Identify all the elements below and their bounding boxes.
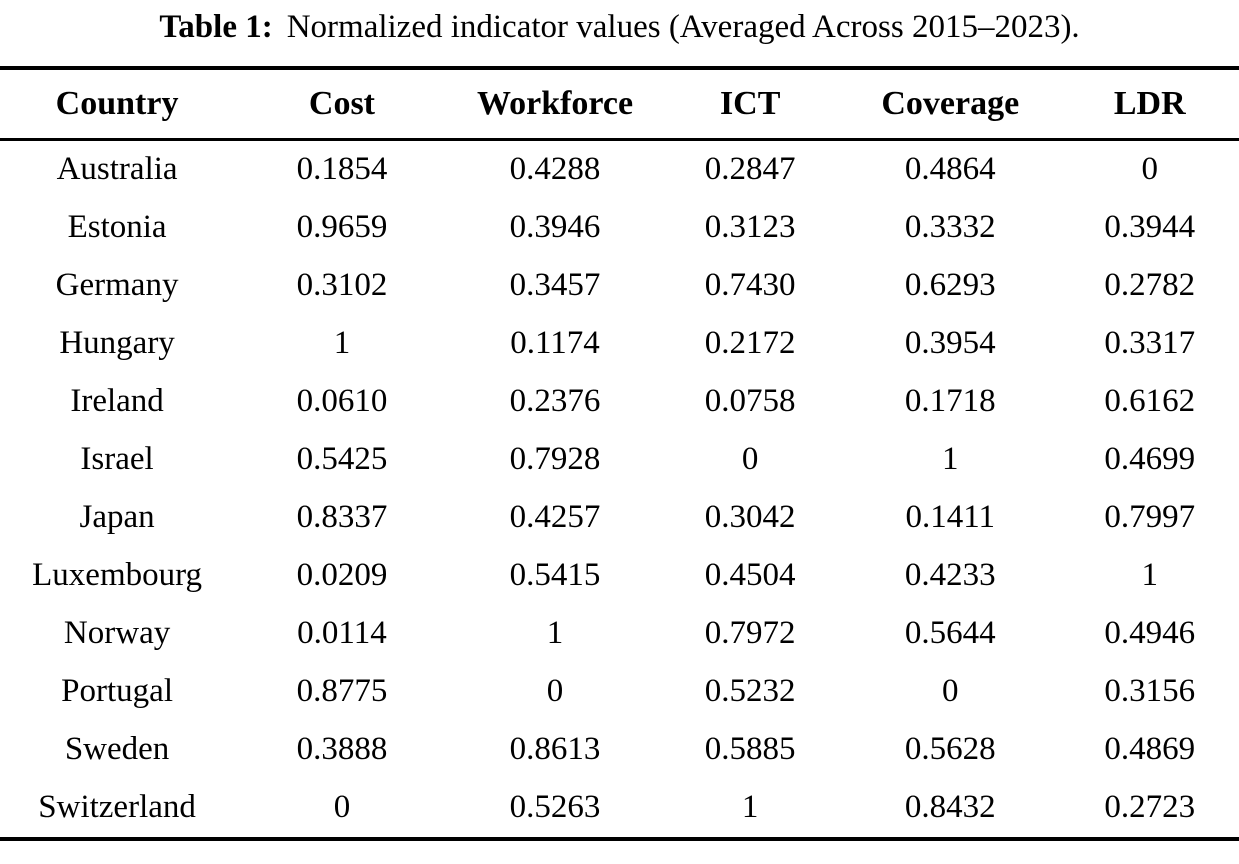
cell-value: 0.8337	[296, 499, 388, 536]
table-row: Estonia 0.9659 0.3946 0.3123 0.3332 0.3944	[0, 199, 1239, 257]
row-country-label: Switzerland	[38, 789, 196, 826]
row-country-label: Sweden	[64, 731, 170, 768]
row-country-label: Hungary	[59, 325, 175, 362]
cell-value: 0	[546, 673, 564, 710]
row-country-label: Luxembourg	[32, 557, 203, 594]
cell-value: 0.8775	[296, 673, 388, 710]
cell-value: 0.1718	[904, 383, 996, 420]
row-country-label: Norway	[63, 615, 171, 652]
cell-value: 0.3317	[1104, 325, 1196, 362]
cell-value: 0.8613	[509, 731, 601, 768]
table-row: Ireland 0.0610 0.2376 0.0758 0.1718 0.6162	[0, 373, 1239, 431]
cell-value: 1	[333, 325, 351, 362]
indicator-table: Country Cost Workforce ICT Coverage LDR …	[0, 65, 1239, 841]
header-row: Country Cost Workforce ICT Coverage LDR	[0, 67, 1239, 141]
table-row: Israel 0.5425 0.7928 0 1 0.4699	[0, 431, 1239, 489]
cell-value: 0.2782	[1104, 267, 1196, 304]
table-caption: Table 1: Normalized indicator values (Ave…	[10, 8, 1229, 48]
cell-value: 1	[1141, 557, 1159, 594]
row-country-label: Portugal	[61, 673, 173, 710]
cell-value: 0.3332	[904, 209, 996, 246]
cell-value: 0.6162	[1104, 383, 1196, 420]
cell-value: 0	[1141, 151, 1159, 188]
cell-value: 0.4869	[1104, 731, 1196, 768]
column-header-coverage: Coverage	[840, 67, 1061, 141]
cell-value: 0.0114	[297, 615, 387, 652]
cell-value: 0.7430	[704, 267, 796, 304]
cell-value: 0.3457	[509, 267, 601, 304]
column-header-ldr: LDR	[1060, 67, 1239, 141]
cell-value: 0.2376	[509, 383, 601, 420]
column-header-country: Country	[0, 67, 235, 141]
cell-value: 0.3042	[704, 499, 796, 536]
cell-value: 0.5425	[296, 441, 388, 478]
cell-value: 0.2723	[1104, 789, 1196, 826]
cell-value: 0.7997	[1104, 499, 1196, 536]
cell-value: 0.0610	[296, 383, 388, 420]
table-header: Country Cost Workforce ICT Coverage LDR	[0, 67, 1239, 141]
cell-value: 0.4257	[509, 499, 601, 536]
cell-value: 0.5628	[904, 731, 996, 768]
column-header-workforce: Workforce	[449, 67, 661, 141]
table-row: Germany 0.3102 0.3457 0.7430 0.6293 0.2782	[0, 257, 1239, 315]
cell-value: 0.6293	[904, 267, 996, 304]
cell-value: 0.4699	[1104, 441, 1196, 478]
cell-value: 0.3946	[509, 209, 601, 246]
cell-value: 0.3123	[704, 209, 796, 246]
cell-value: 1	[741, 789, 759, 826]
cell-value: 0.0758	[704, 383, 796, 420]
cell-value: 0	[942, 673, 959, 710]
cell-value: 1	[942, 441, 959, 478]
row-country-label: Australia	[56, 151, 178, 188]
table-row: Sweden 0.3888 0.8613 0.5885 0.5628 0.4869	[0, 721, 1239, 779]
table-row: Portugal 0.8775 0 0.5232 0 0.3156	[0, 663, 1239, 721]
cell-value: 0.4288	[509, 151, 601, 188]
cell-value: 0.1854	[296, 151, 388, 188]
row-country-label: Ireland	[70, 383, 164, 420]
cell-value: 0.4946	[1104, 615, 1196, 652]
cell-value: 0.3954	[904, 325, 996, 362]
cell-value: 0.8432	[904, 789, 996, 826]
column-header-cost: Cost	[234, 67, 450, 141]
cell-value: 0.4504	[704, 557, 796, 594]
cell-value: 1	[546, 615, 564, 652]
table-caption-text: Normalized indicator values (Averaged Ac…	[286, 9, 1080, 45]
table-body: Australia 0.1854 0.4288 0.2847 0.4864 0 Estoni…	[0, 139, 1239, 839]
cell-value: 0.3944	[1104, 209, 1196, 246]
table-row: Hungary 1 0.1174 0.2172 0.3954 0.3317	[0, 315, 1239, 373]
table-row: Switzerland 0 0.5263 1 0.8432 0.2723	[0, 779, 1239, 839]
table-row: Norway 0.0114 1 0.7972 0.5644 0.4946	[0, 605, 1239, 663]
row-country-label: Israel	[80, 441, 154, 478]
cell-value: 0.0209	[296, 557, 388, 594]
row-country-label: Germany	[55, 267, 179, 304]
cell-value: 0.5263	[509, 789, 601, 826]
table-row: Japan 0.8337 0.4257 0.3042 0.1411 0.7997	[0, 489, 1239, 547]
cell-value: 0.5885	[704, 731, 796, 768]
cell-value: 0.7972	[704, 615, 796, 652]
cell-value: 0.3156	[1104, 673, 1196, 710]
table-row: Luxembourg 0.0209 0.5415 0.4504 0.4233 1	[0, 547, 1239, 605]
cell-value: 0.4233	[904, 557, 996, 594]
cell-value: 0.1174	[510, 325, 600, 362]
cell-value: 0	[741, 441, 759, 478]
cell-value: 0	[333, 789, 351, 826]
cell-value: 0.5644	[904, 615, 996, 652]
cell-value: 0.4864	[904, 151, 996, 188]
cell-value: 0.2847	[704, 151, 796, 188]
cell-value: 0.3888	[296, 731, 388, 768]
column-header-ict: ICT	[660, 67, 840, 141]
table-row: Australia 0.1854 0.4288 0.2847 0.4864 0	[0, 139, 1239, 199]
cell-value: 0.2172	[704, 325, 796, 362]
row-country-label: Japan	[79, 499, 155, 536]
cell-value: 0.9659	[296, 209, 388, 246]
cell-value: 0.5232	[704, 673, 796, 710]
table-caption-label: Table 1:	[159, 9, 273, 45]
cell-value: 0.1411	[905, 499, 996, 536]
cell-value: 0.5415	[509, 557, 601, 594]
cell-value: 0.3102	[296, 267, 388, 304]
row-country-label: Estonia	[67, 209, 167, 246]
cell-value: 0.7928	[509, 441, 601, 478]
